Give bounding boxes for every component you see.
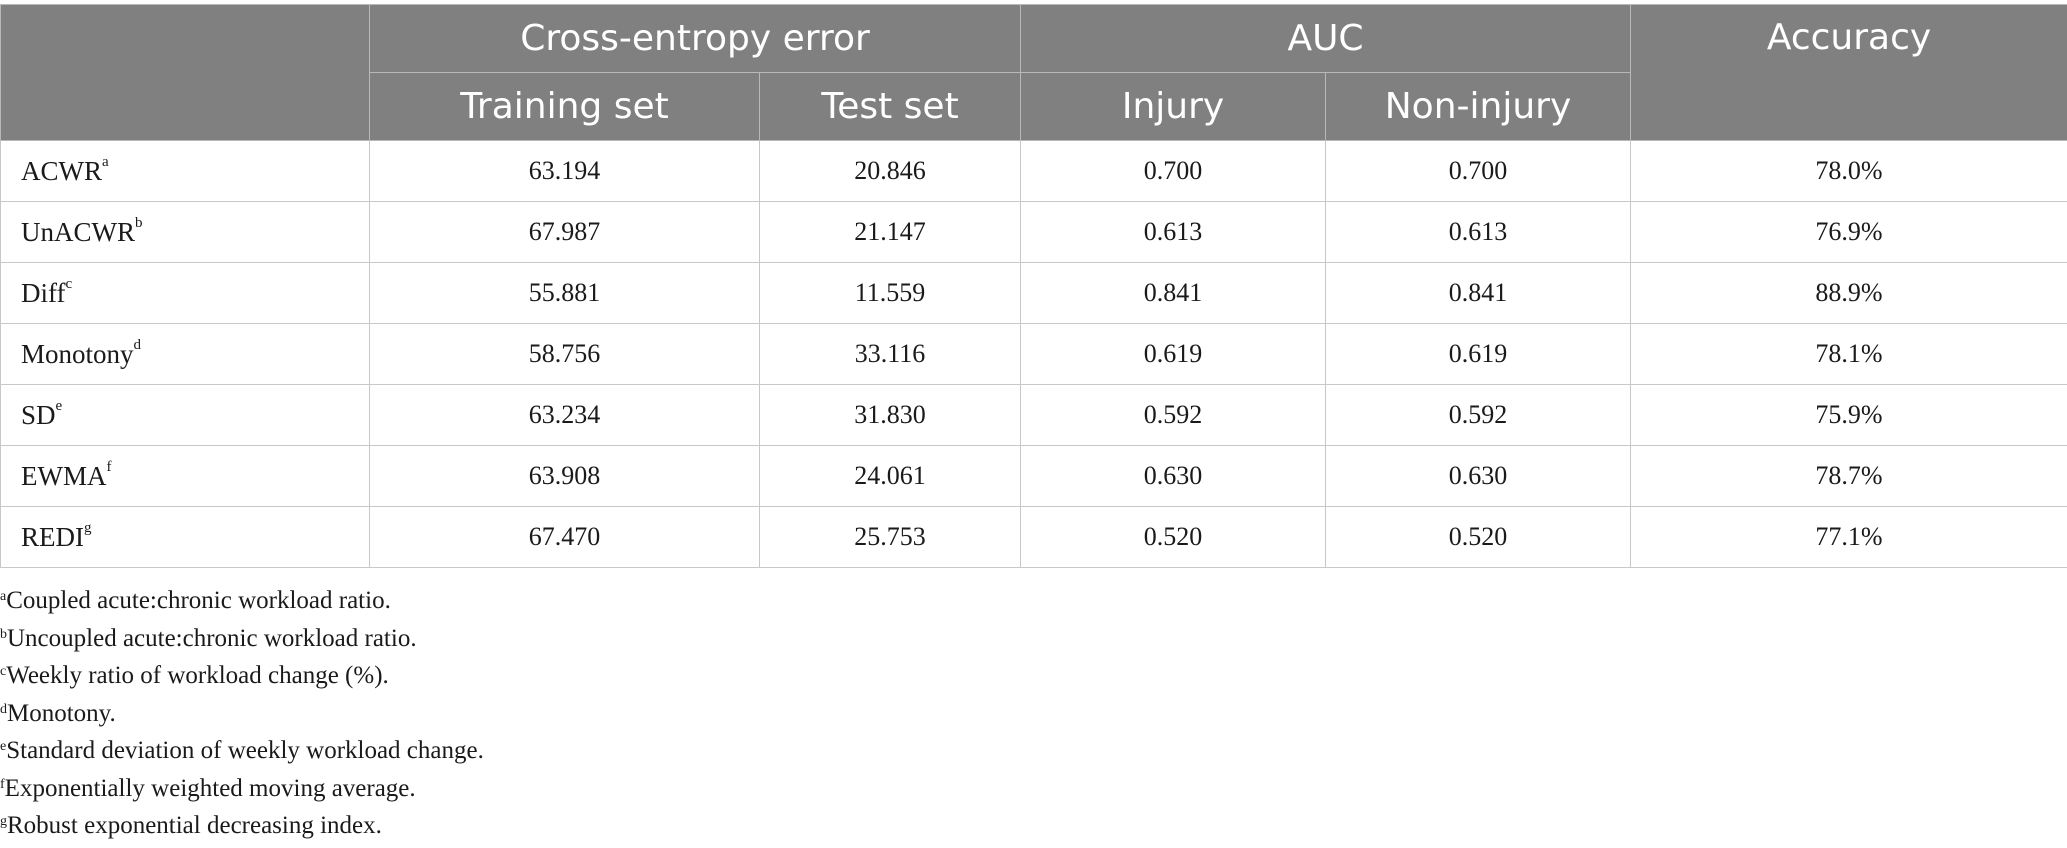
row-label-text: Diff bbox=[21, 277, 66, 308]
footnote: eStandard deviation of weekly workload c… bbox=[0, 732, 484, 770]
row-footnote-mark: g bbox=[84, 519, 92, 536]
cell-non-injury: 0.613 bbox=[1325, 201, 1632, 263]
footnote-mark: a bbox=[0, 589, 7, 604]
cell-training-set: 67.987 bbox=[369, 201, 760, 263]
footnote-text: Standard deviation of weekly workload ch… bbox=[6, 737, 484, 764]
footnote: gRobust exponential decreasing index. bbox=[0, 807, 484, 845]
row-footnote-mark: f bbox=[106, 458, 112, 475]
cell-accuracy: 78.7% bbox=[1630, 445, 2067, 507]
row-label-text: SD bbox=[21, 399, 56, 430]
cell-injury: 0.520 bbox=[1020, 506, 1327, 568]
row-label: Diffc bbox=[0, 262, 370, 324]
footnote-mark: d bbox=[0, 701, 7, 717]
cell-training-set: 58.756 bbox=[369, 323, 760, 385]
cell-accuracy: 88.9% bbox=[1630, 262, 2067, 324]
footnote-text: Monotony. bbox=[7, 699, 116, 727]
row-footnote-mark: a bbox=[102, 153, 109, 170]
table-row: Diffc 55.881 11.559 0.841 0.841 88.9% bbox=[0, 262, 2067, 324]
row-label-text: UnACWR bbox=[21, 216, 135, 247]
cell-injury: 0.613 bbox=[1020, 201, 1327, 263]
table-row: REDIg 67.470 25.753 0.520 0.520 77.1% bbox=[0, 506, 2067, 568]
cell-non-injury: 0.841 bbox=[1325, 262, 1632, 324]
cell-accuracy: 76.9% bbox=[1630, 201, 2067, 263]
footnote-mark: b bbox=[0, 626, 7, 642]
header-accuracy-label: Accuracy bbox=[1766, 17, 1932, 58]
header-cross-entropy-error: Cross-entropy error bbox=[368, 4, 1022, 73]
footnote-mark: f bbox=[0, 776, 5, 792]
table-row: UnACWRb 67.987 21.147 0.613 0.613 76.9% bbox=[0, 201, 2067, 263]
cell-injury: 0.700 bbox=[1020, 140, 1327, 202]
row-label: ACWRa bbox=[0, 140, 370, 202]
header-injury: Injury bbox=[1020, 72, 1327, 141]
cell-injury: 0.841 bbox=[1020, 262, 1327, 324]
cell-accuracy: 78.1% bbox=[1630, 323, 2067, 385]
row-label: Monotonyd bbox=[0, 323, 370, 385]
row-label-text: REDI bbox=[21, 521, 84, 552]
footnote-text: Robust exponential decreasing index. bbox=[7, 812, 382, 839]
header-auc: AUC bbox=[1020, 4, 1632, 73]
cell-non-injury: 0.592 bbox=[1325, 384, 1632, 446]
header-empty-cell bbox=[0, 4, 370, 141]
cell-training-set: 63.234 bbox=[369, 384, 760, 446]
header-training-set: Training set bbox=[369, 72, 760, 141]
row-label: REDIg bbox=[0, 506, 370, 568]
footnote: bUncoupled acute:chronic workload ratio. bbox=[0, 620, 484, 658]
results-table: Cross-entropy error AUC Accuracy Trainin… bbox=[0, 4, 2067, 568]
cell-injury: 0.592 bbox=[1020, 384, 1327, 446]
row-label-text: Monotony bbox=[21, 338, 134, 369]
footnote: fExponentially weighted moving average. bbox=[0, 770, 484, 808]
row-label: SDe bbox=[0, 384, 370, 446]
cell-training-set: 63.908 bbox=[369, 445, 760, 507]
table-row: Monotonyd 58.756 33.116 0.619 0.619 78.1… bbox=[0, 323, 2067, 385]
header-row-groups: Cross-entropy error AUC Accuracy bbox=[0, 4, 2067, 141]
footnote-text: Uncoupled acute:chronic workload ratio. bbox=[7, 624, 417, 652]
footnote-text: Coupled acute:chronic workload ratio. bbox=[6, 587, 391, 614]
cell-non-injury: 0.700 bbox=[1325, 140, 1632, 202]
cell-injury: 0.619 bbox=[1020, 323, 1327, 385]
table-header: Cross-entropy error AUC Accuracy Trainin… bbox=[0, 4, 2067, 141]
row-label-text: EWMA bbox=[21, 460, 107, 491]
cell-test-set: 25.753 bbox=[758, 506, 1022, 568]
footnote-mark: g bbox=[0, 814, 7, 829]
cell-injury: 0.630 bbox=[1020, 445, 1327, 507]
footnote-mark: c bbox=[0, 664, 7, 679]
cell-test-set: 24.061 bbox=[758, 445, 1022, 507]
row-footnote-mark: c bbox=[65, 275, 73, 292]
table-row: EWMAf 63.908 24.061 0.630 0.630 78.7% bbox=[0, 445, 2067, 507]
cell-accuracy: 78.0% bbox=[1630, 140, 2067, 202]
table-body: ACWRa 63.194 20.846 0.700 0.700 78.0% Un… bbox=[0, 140, 2067, 568]
cell-training-set: 63.194 bbox=[369, 140, 760, 202]
footnote-mark: e bbox=[0, 739, 7, 754]
table-row: SDe 63.234 31.830 0.592 0.592 75.9% bbox=[0, 384, 2067, 446]
footnote-text: Weekly ratio of workload change (%). bbox=[6, 662, 389, 689]
cell-test-set: 21.147 bbox=[758, 201, 1022, 263]
row-footnote-mark: d bbox=[133, 336, 142, 353]
cell-test-set: 31.830 bbox=[758, 384, 1022, 446]
row-label-text: ACWR bbox=[21, 155, 102, 186]
header-row-subcolumns: Training set Test set Injury Non-injury bbox=[1, 72, 2067, 141]
cell-accuracy: 75.9% bbox=[1630, 384, 2067, 446]
row-footnote-mark: b bbox=[135, 214, 143, 231]
header-non-injury: Non-injury bbox=[1325, 72, 1632, 141]
cell-test-set: 33.116 bbox=[758, 323, 1022, 385]
cell-test-set: 20.846 bbox=[758, 140, 1022, 202]
cell-training-set: 67.470 bbox=[369, 506, 760, 568]
cell-training-set: 55.881 bbox=[369, 262, 760, 324]
table-footnotes: aCoupled acute:chronic workload ratio. b… bbox=[0, 582, 484, 845]
table-row: ACWRa 63.194 20.846 0.700 0.700 78.0% bbox=[0, 140, 2067, 202]
footnote-text: Exponentially weighted moving average. bbox=[4, 774, 416, 802]
cell-non-injury: 0.520 bbox=[1325, 506, 1632, 568]
footnote: aCoupled acute:chronic workload ratio. bbox=[0, 582, 484, 620]
row-label: EWMAf bbox=[0, 445, 370, 507]
footnote: dMonotony. bbox=[0, 695, 484, 733]
cell-non-injury: 0.619 bbox=[1325, 323, 1632, 385]
cell-non-injury: 0.630 bbox=[1325, 445, 1632, 507]
header-test-set: Test set bbox=[758, 72, 1022, 141]
row-footnote-mark: e bbox=[55, 397, 63, 414]
row-label: UnACWRb bbox=[0, 201, 370, 263]
cell-test-set: 11.559 bbox=[758, 262, 1022, 324]
header-accuracy: Accuracy bbox=[1630, 4, 2067, 141]
footnote: cWeekly ratio of workload change (%). bbox=[0, 657, 484, 695]
cell-accuracy: 77.1% bbox=[1630, 506, 2067, 568]
